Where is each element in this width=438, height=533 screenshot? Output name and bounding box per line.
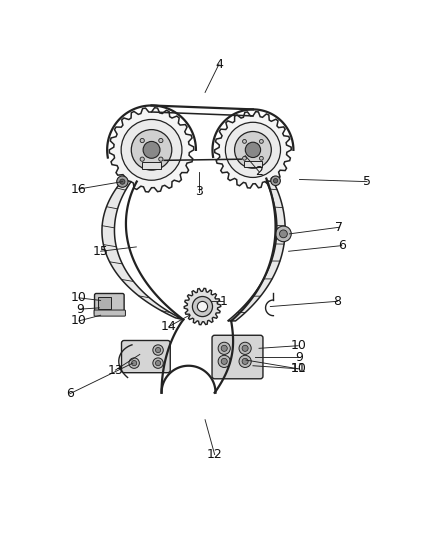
Text: 12: 12 xyxy=(207,448,223,461)
Circle shape xyxy=(259,140,263,143)
Circle shape xyxy=(117,176,128,187)
Circle shape xyxy=(245,142,261,158)
Circle shape xyxy=(218,342,230,354)
Text: 13: 13 xyxy=(108,364,123,377)
Circle shape xyxy=(121,119,182,180)
Circle shape xyxy=(239,342,251,354)
Text: 9: 9 xyxy=(76,303,84,316)
Circle shape xyxy=(273,179,278,183)
Circle shape xyxy=(279,230,287,238)
FancyBboxPatch shape xyxy=(121,341,170,373)
Circle shape xyxy=(242,358,248,365)
Text: 11: 11 xyxy=(290,362,306,375)
Polygon shape xyxy=(110,108,194,192)
Text: 10: 10 xyxy=(290,339,306,352)
Text: 7: 7 xyxy=(335,221,343,234)
Polygon shape xyxy=(102,180,184,320)
Circle shape xyxy=(271,176,280,185)
Text: 1: 1 xyxy=(219,295,227,308)
Text: 4: 4 xyxy=(215,58,223,70)
Circle shape xyxy=(159,139,163,143)
Circle shape xyxy=(131,360,137,366)
Circle shape xyxy=(242,345,248,351)
Circle shape xyxy=(143,141,160,158)
Text: 16: 16 xyxy=(71,182,87,196)
Circle shape xyxy=(159,157,163,161)
Circle shape xyxy=(155,348,161,353)
Bar xyxy=(244,160,261,167)
Circle shape xyxy=(259,156,263,160)
Polygon shape xyxy=(215,111,291,188)
Circle shape xyxy=(192,296,212,317)
Circle shape xyxy=(198,302,208,312)
Circle shape xyxy=(120,179,125,184)
FancyBboxPatch shape xyxy=(99,297,111,309)
Polygon shape xyxy=(184,288,221,325)
Text: 8: 8 xyxy=(333,295,341,308)
Text: 3: 3 xyxy=(195,185,203,198)
Circle shape xyxy=(153,358,163,368)
Text: 15: 15 xyxy=(93,245,109,258)
Circle shape xyxy=(140,157,145,161)
Text: 2: 2 xyxy=(255,165,263,178)
Text: 10: 10 xyxy=(71,314,87,327)
Circle shape xyxy=(243,140,247,143)
Text: 6: 6 xyxy=(66,387,74,400)
Text: 10: 10 xyxy=(290,362,306,375)
Circle shape xyxy=(131,130,172,170)
Text: 5: 5 xyxy=(363,175,371,188)
Circle shape xyxy=(276,226,291,241)
Circle shape xyxy=(235,132,271,168)
Circle shape xyxy=(221,358,227,365)
Circle shape xyxy=(226,122,280,177)
Text: 10: 10 xyxy=(71,292,87,304)
FancyBboxPatch shape xyxy=(95,294,124,315)
Circle shape xyxy=(153,345,163,356)
Circle shape xyxy=(218,356,230,367)
Text: 9: 9 xyxy=(296,351,304,364)
Polygon shape xyxy=(228,181,285,321)
Circle shape xyxy=(155,360,161,366)
Text: 6: 6 xyxy=(338,239,346,252)
Text: 14: 14 xyxy=(161,320,177,333)
Circle shape xyxy=(221,345,227,351)
Bar xyxy=(142,161,161,169)
Circle shape xyxy=(140,139,145,143)
Circle shape xyxy=(239,356,251,367)
Circle shape xyxy=(129,358,139,368)
FancyBboxPatch shape xyxy=(94,310,125,316)
Circle shape xyxy=(243,156,247,160)
FancyBboxPatch shape xyxy=(212,335,263,379)
